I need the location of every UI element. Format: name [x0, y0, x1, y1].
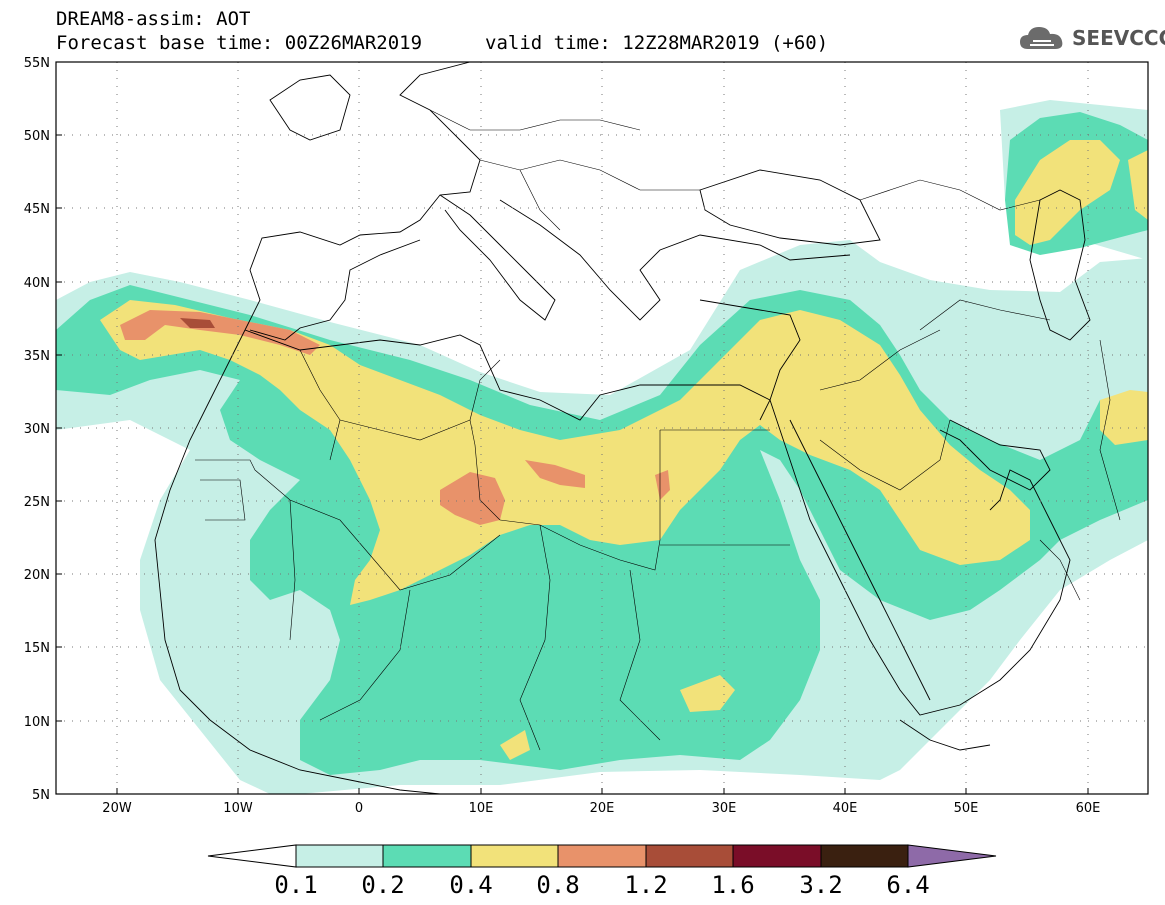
colorbar-label: 0.2: [361, 871, 404, 899]
lon-label: 10W: [223, 801, 253, 816]
colorbar-label: 6.4: [886, 871, 929, 899]
coastlines: [154, 62, 1091, 794]
logo-text: SEEVCCC: [1072, 26, 1165, 50]
lat-label: 35N: [24, 349, 50, 364]
colorbar: [207, 844, 997, 868]
colorbar-label: 3.2: [799, 871, 842, 899]
colorbar-bin: [645, 844, 734, 868]
colorbar-label: 1.6: [711, 871, 754, 899]
colorbar-bin: [470, 844, 559, 868]
colorbar-bin: [295, 844, 384, 868]
seevccc-logo: SEEVCCC: [1018, 22, 1165, 54]
lat-ticks: [56, 61, 62, 795]
lon-ticks: [116, 788, 1089, 794]
colorbar-labels: 0.1 0.2 0.4 0.8 1.2 1.6 3.2 6.4: [274, 871, 929, 899]
forecast-base-time: Forecast base time: 00Z26MAR2019: [56, 32, 423, 54]
lon-label: 60E: [1076, 801, 1101, 816]
lon-label: 20E: [590, 801, 615, 816]
lat-label: 30N: [24, 422, 50, 437]
colorbar-label: 0.8: [536, 871, 579, 899]
lat-labels: 55N 50N 45N 40N 35N 30N 25N 20N 15N 10N …: [24, 56, 50, 803]
colorbar-bin: [907, 844, 997, 868]
lat-label: 40N: [24, 276, 50, 291]
colorbar-label: 0.1: [274, 871, 317, 899]
country-borders: [195, 109, 1121, 751]
lat-label: 55N: [24, 56, 50, 71]
lat-label: 15N: [24, 641, 50, 656]
cloud-icon: [1020, 27, 1063, 49]
lat-label: 45N: [24, 202, 50, 217]
lon-label: 40E: [833, 801, 858, 816]
lon-label: 20W: [102, 801, 132, 816]
lon-label: 0: [355, 801, 363, 816]
colorbar-bin: [732, 844, 822, 868]
lat-label: 20N: [24, 568, 50, 583]
lat-label: 5N: [32, 788, 50, 803]
colorbar-bin: [382, 844, 472, 868]
colorbar-bin: [820, 844, 909, 868]
chart-title: DREAM8-assim: AOT: [56, 8, 251, 30]
lat-label: 25N: [24, 495, 50, 510]
colorbar-label: 0.4: [449, 871, 492, 899]
lat-label: 10N: [24, 715, 50, 730]
lon-label: 50E: [954, 801, 979, 816]
colorbar-label: 1.2: [624, 871, 667, 899]
colorbar-bin: [557, 844, 647, 868]
colorbar-bin: [207, 844, 297, 868]
lon-label: 10E: [469, 801, 494, 816]
lon-labels: 20W 10W 0 10E 20E 30E 40E 50E 60E: [102, 801, 1100, 816]
lat-label: 50N: [24, 129, 50, 144]
lon-label: 30E: [712, 801, 737, 816]
valid-time: valid time: 12Z28MAR2019 (+60): [485, 32, 829, 54]
